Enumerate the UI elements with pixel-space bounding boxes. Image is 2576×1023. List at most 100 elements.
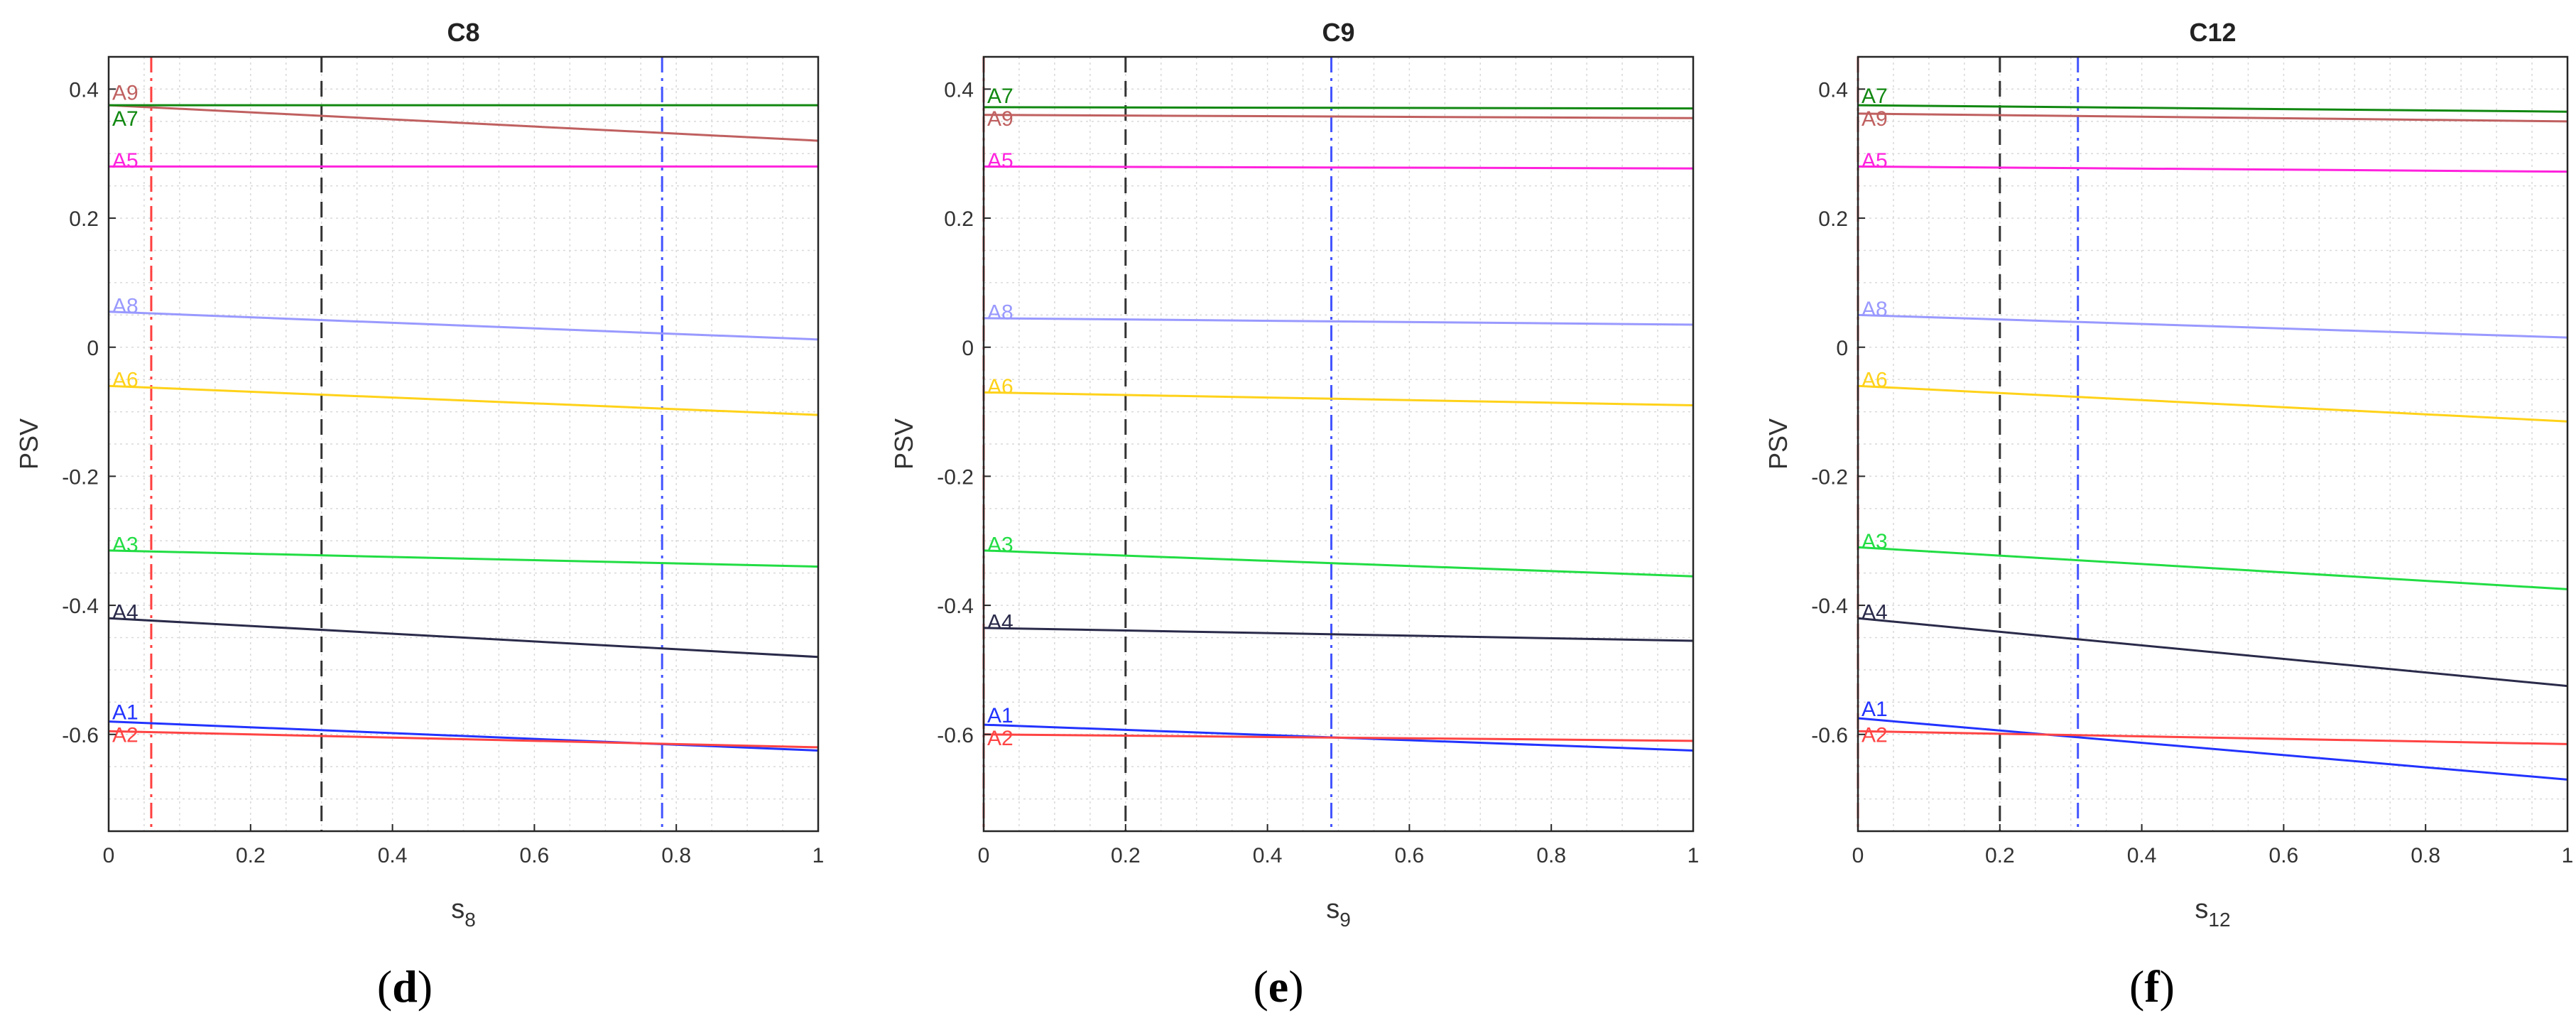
xtick-label: 0.6 [1395,844,1425,867]
series-label-a5: A5 [112,149,138,173]
series-label-a5: A5 [1862,149,1888,173]
series-line-a4 [983,627,1694,642]
series-label-a4: A4 [1862,601,1888,624]
x-axis-label: s8 [451,894,476,931]
xtick-label: 0.2 [1985,844,2015,867]
axes-box [107,55,820,833]
series-line-a8 [983,317,1694,326]
ytick-label: 0 [962,337,974,360]
series-label-a9: A9 [987,107,1013,131]
xtick-label: 0.8 [661,844,691,867]
ytick-label: -0.2 [1811,465,1848,489]
y-axis-label: PSV [14,418,43,470]
series-label-a7: A7 [987,85,1013,108]
xtick-label: 0 [978,844,990,867]
ytick-label: 0 [87,337,99,360]
series-label-a7: A7 [1862,85,1888,108]
x-axis-label-base: s [1326,894,1339,924]
series-line-a3 [983,549,1694,578]
series-label-a8: A8 [987,301,1013,324]
xtick-label: 0.8 [1536,844,1566,867]
caption-close: ) [418,961,433,1012]
xtick-label: 0.4 [1253,844,1283,867]
xtick-label: 1 [1688,844,1700,867]
caption-letter: e [1268,961,1288,1012]
series-label-a3: A3 [987,533,1013,556]
x-axis-label: s9 [1326,894,1351,931]
caption-open: ( [377,961,392,1012]
xtick-label: 0.2 [1111,844,1141,867]
caption-letter: d [392,961,418,1012]
series-label-a1: A1 [1862,698,1888,721]
series-label-a2: A2 [112,723,138,747]
series-label-a6: A6 [1862,369,1888,392]
x-axis-label: s12 [2195,894,2230,931]
x-axis-label-base: s [451,894,464,924]
panel-caption: (f) [2129,961,2175,1012]
series-line-a4 [1857,617,2568,688]
chart-title: C12 [2189,18,2236,47]
series-line-a1 [108,720,819,752]
ytick-label: -0.4 [1811,595,1848,618]
series-line-a6 [108,384,819,416]
xtick-label: 0 [103,844,115,867]
caption-open: ( [1253,961,1268,1012]
series-label-a9: A9 [112,82,138,105]
xtick-label: 1 [2562,844,2574,867]
series-label-a4: A4 [112,601,138,624]
x-axis-label-subscript: 8 [464,909,476,931]
series-line-a3 [1857,546,2568,590]
ytick-label: 0.2 [1818,207,1848,231]
panel-caption: (d) [377,961,433,1012]
axes-box [1857,55,2569,833]
x-axis-label-subscript: 12 [2208,909,2230,931]
ytick-label: -0.4 [937,595,974,618]
caption-open: ( [2129,961,2144,1012]
series-label-a4: A4 [987,610,1013,634]
series-line-a6 [983,391,1694,406]
ytick-label: 0 [1836,337,1848,360]
xtick-label: 0.4 [2127,844,2157,867]
series-label-a8: A8 [112,294,138,318]
xtick-label: 0.4 [378,844,408,867]
series-line-a8 [108,310,819,341]
series-line-a5 [983,165,1694,170]
series-label-a8: A8 [1862,298,1888,321]
series-line-a9 [983,114,1694,119]
series-line-a2 [983,733,1694,742]
series-line-a2 [108,730,819,749]
ytick-label: 0.4 [69,78,99,102]
ytick-label: -0.6 [937,724,974,747]
series-line-a1 [1857,717,2568,781]
ytick-label: -0.2 [937,465,974,489]
series-label-a6: A6 [987,375,1013,399]
ytick-label: -0.4 [62,595,99,618]
series-line-a6 [1857,384,2568,423]
xtick-label: 0.8 [2411,844,2440,867]
axes-box [982,55,1695,833]
xtick-label: 0.2 [236,844,266,867]
series-label-a2: A2 [987,727,1013,750]
y-axis-label: PSV [1763,418,1793,470]
ytick-label: 0.2 [69,207,99,231]
series-line-a5 [1857,165,2568,173]
series-label-a3: A3 [112,533,138,556]
caption-close: ) [2160,961,2175,1012]
ytick-label: -0.6 [62,724,99,747]
series-label-a1: A1 [987,704,1013,727]
ytick-label: 0.4 [944,78,974,102]
chart-title: C8 [447,18,479,47]
series-label-a3: A3 [1862,530,1888,553]
xtick-label: 1 [813,844,825,867]
series-line-a3 [108,549,819,568]
series-line-a4 [108,617,819,659]
ytick-label: -0.6 [1811,724,1848,747]
xtick-label: 0 [1852,844,1864,867]
x-axis-label-base: s [2195,894,2208,924]
series-label-a1: A1 [112,701,138,725]
series-line-a8 [1857,313,2568,339]
series-label-a2: A2 [1862,723,1888,747]
